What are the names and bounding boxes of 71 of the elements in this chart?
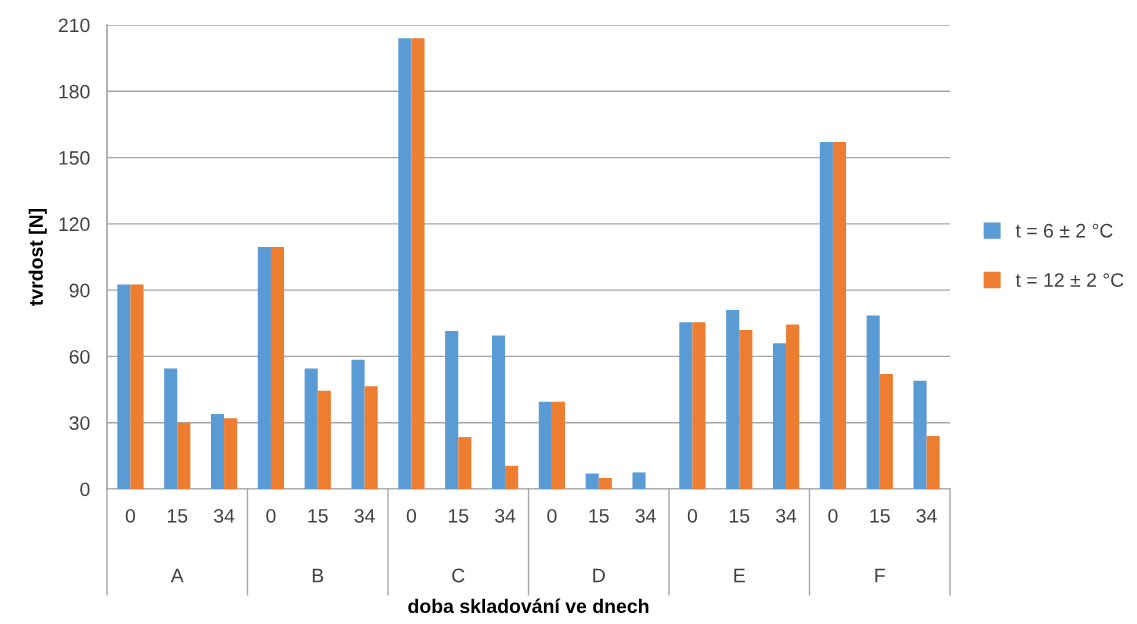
bar [819, 142, 833, 489]
bar [177, 422, 191, 489]
bar [130, 284, 144, 489]
x-tick-label: 0 [547, 508, 557, 523]
bar [692, 322, 706, 489]
bar [224, 418, 238, 489]
y-tick-label: 90 [69, 283, 90, 298]
x-tick-label: 0 [687, 508, 698, 523]
bar [926, 435, 940, 489]
text: F [875, 568, 885, 583]
bar [538, 401, 552, 489]
bar [879, 374, 893, 489]
bar [786, 324, 800, 489]
bar [317, 390, 331, 489]
text: D [593, 568, 605, 583]
bar [351, 359, 365, 489]
x-tick-label: 15 [729, 509, 750, 523]
y-tick-label: 60 [69, 349, 90, 364]
bar [598, 477, 612, 489]
x-tick-label: 0 [125, 508, 136, 523]
y-tick-label: 150 [59, 151, 90, 165]
bar [445, 331, 459, 489]
x-tick-label: 15 [870, 509, 890, 523]
y-tick-label: 0 [80, 482, 90, 497]
x-tick-label: 15 [589, 509, 609, 523]
bar [257, 247, 271, 489]
bar [458, 437, 472, 489]
bar [117, 284, 131, 489]
bar [398, 38, 412, 489]
x-tick-label: 34 [495, 508, 516, 523]
bar [304, 368, 318, 489]
x-tick-label: 34 [776, 508, 797, 523]
bar [866, 315, 880, 489]
y-axis-title: tvrdost [N] [28, 208, 47, 306]
bar [505, 465, 519, 489]
bar [726, 310, 740, 489]
text: C [452, 568, 465, 583]
y-tick-label: 210 [58, 18, 90, 33]
bar [164, 368, 178, 489]
bar [270, 247, 285, 489]
bar [739, 329, 753, 489]
y-tick-label: 30 [69, 416, 90, 430]
x-tick-label: 0 [828, 508, 838, 523]
x-tick-label: 15 [167, 509, 188, 523]
bar [364, 386, 378, 489]
text: E [734, 568, 745, 583]
x-tick-label: 0 [406, 508, 417, 523]
x-tick-label: 34 [214, 508, 235, 523]
bar [832, 142, 847, 489]
x-tick-label: 15 [448, 509, 469, 523]
bar [632, 472, 646, 489]
bar [210, 413, 225, 489]
x-tick-label: 34 [354, 508, 375, 523]
y-tick-label: 180 [59, 84, 90, 99]
y-tick-label: 120 [59, 217, 90, 232]
x-axis-title: doba skladování ve dnech [408, 598, 649, 614]
x-tick-label: 0 [266, 508, 276, 523]
bar [585, 473, 599, 489]
bar [491, 335, 506, 489]
bar [411, 38, 425, 489]
bar [772, 343, 787, 489]
bar [913, 380, 927, 489]
text: A [170, 568, 184, 583]
x-tick-label: 34 [635, 508, 656, 523]
text: B [312, 568, 324, 583]
bar [551, 401, 566, 489]
bar [679, 322, 693, 489]
x-tick-label: 15 [308, 509, 328, 523]
x-tick-label: 34 [916, 508, 937, 523]
legend-label: t = 6 ± 2 °C [1015, 223, 1113, 238]
legend-label: t = 12 ± 2 °C [1015, 273, 1124, 287]
